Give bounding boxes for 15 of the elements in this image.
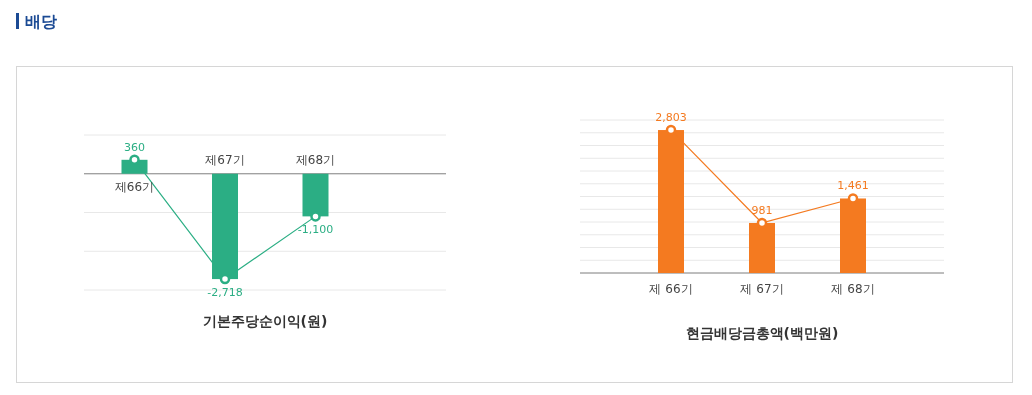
x-tick-label: 제66기 bbox=[114, 179, 155, 194]
data-label: -2,718 bbox=[207, 286, 243, 300]
data-label: 981 bbox=[751, 203, 773, 217]
data-label: -1,100 bbox=[297, 223, 334, 237]
x-tick-label: 제 66기 bbox=[649, 282, 693, 296]
x-axis-title: 현금배당금총액(백만원) bbox=[685, 325, 839, 341]
data-label: 1,461 bbox=[837, 179, 869, 193]
x-tick-label: 제67기 bbox=[205, 152, 245, 167]
x-tick-label: 제68기 bbox=[295, 152, 336, 167]
chart-title: 배당 bbox=[25, 12, 57, 31]
data-label: 2,803 bbox=[655, 111, 687, 125]
x-axis-title: 기본주당순이익(원) bbox=[202, 313, 328, 329]
x-tick-label: 제 68기 bbox=[831, 282, 875, 296]
x-tick-label: 제 67기 bbox=[740, 282, 784, 296]
data-label: 360 bbox=[124, 140, 145, 154]
